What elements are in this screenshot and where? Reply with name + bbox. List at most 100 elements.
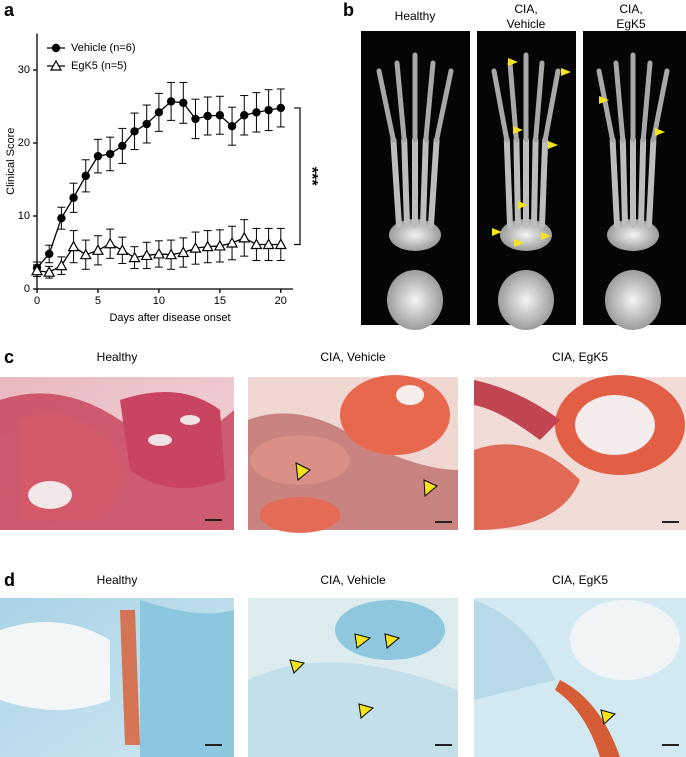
point [201,240,214,252]
safranin-image [248,598,458,757]
legend-label: EgK5 (n=5) [71,60,127,72]
arrowhead [518,201,528,209]
panel-label: b [343,0,354,20]
point [252,108,261,117]
xray-title: Healthy [395,9,436,23]
phalanx [542,68,561,143]
point [30,264,44,276]
he-image [474,375,686,530]
point [142,119,151,129]
metacarpal [401,137,410,228]
point [128,251,141,263]
arrowhead [599,96,609,104]
point [191,114,200,124]
point [274,238,287,250]
forearm [498,270,554,330]
metacarpal [503,137,513,228]
point [177,246,190,258]
x-tick-label: 0 [34,295,40,307]
phalanx [533,60,545,143]
metacarpal [428,137,440,228]
point [118,141,127,151]
point [189,241,202,253]
point [179,98,188,108]
point [69,193,78,202]
line-chart: 0 5 10 15 20 0 10 20 30 Days after disease onset C… [5,33,320,324]
phalanx [640,60,653,143]
safranin-image [0,598,234,757]
point [264,105,273,115]
arrowhead [513,126,523,134]
point [166,97,176,106]
xray-title: CIA, Vehicle [507,2,546,31]
y-tick-label: 0 [24,283,30,295]
carpal [389,219,441,251]
metacarpal [531,137,539,228]
x-tick-label: 10 [153,295,165,307]
he-image [248,375,458,533]
histology-title: CIA, Vehicle [320,573,386,587]
x-tick-label: 20 [275,295,287,307]
histology-title: CIA, EgK5 [552,573,608,587]
panel-label: d [4,570,15,590]
arrowhead [508,58,518,66]
point [105,149,115,159]
forearm [605,270,661,330]
carpal [607,219,659,251]
point [227,122,237,131]
arrowhead [561,68,571,76]
point [104,237,117,249]
significance-label: *** [303,167,320,186]
histology-title: CIA, EgK5 [552,350,608,364]
carpal [500,219,552,251]
point [55,259,68,271]
legend-marker [49,59,63,71]
point [165,248,178,260]
y-tick-label: 10 [18,210,30,222]
point [250,238,263,250]
point [238,231,251,243]
arrowhead [548,141,558,149]
point [140,249,153,261]
y-tick-label: 30 [18,64,30,76]
phalanx [596,68,616,143]
metacarpal [609,137,620,228]
phalanx [491,68,510,143]
metacarpal [390,137,402,228]
metacarpal [638,137,647,228]
arrowhead [541,232,551,240]
x-axis-label: Days after disease onset [109,312,230,324]
panel-label: a [4,0,15,20]
point [152,247,165,259]
metacarpal [420,137,429,228]
forearm [387,270,443,330]
metacarpal [646,137,657,228]
histology-title: Healthy [97,350,138,364]
arrowhead [655,128,665,136]
point [203,111,212,121]
point [215,111,225,120]
arrowhead [492,228,502,236]
point [226,236,239,248]
point [91,244,104,255]
histology-title: CIA, Vehicle [320,350,386,364]
metacarpal [619,137,628,228]
legend-label: Vehicle (n=6) [71,42,136,54]
legend-marker [51,43,61,53]
point [154,108,164,117]
y-tick-label: 20 [18,137,30,149]
panel-label: c [4,347,14,367]
histology-title: Healthy [97,573,138,587]
point [213,239,226,251]
phalanx [613,60,626,143]
point [93,151,103,161]
point [44,249,54,259]
point [130,127,139,136]
point [43,265,56,277]
phalanx [394,60,407,143]
point [81,171,90,181]
metacarpal [539,137,549,228]
point [67,240,80,252]
he-image [0,377,234,530]
